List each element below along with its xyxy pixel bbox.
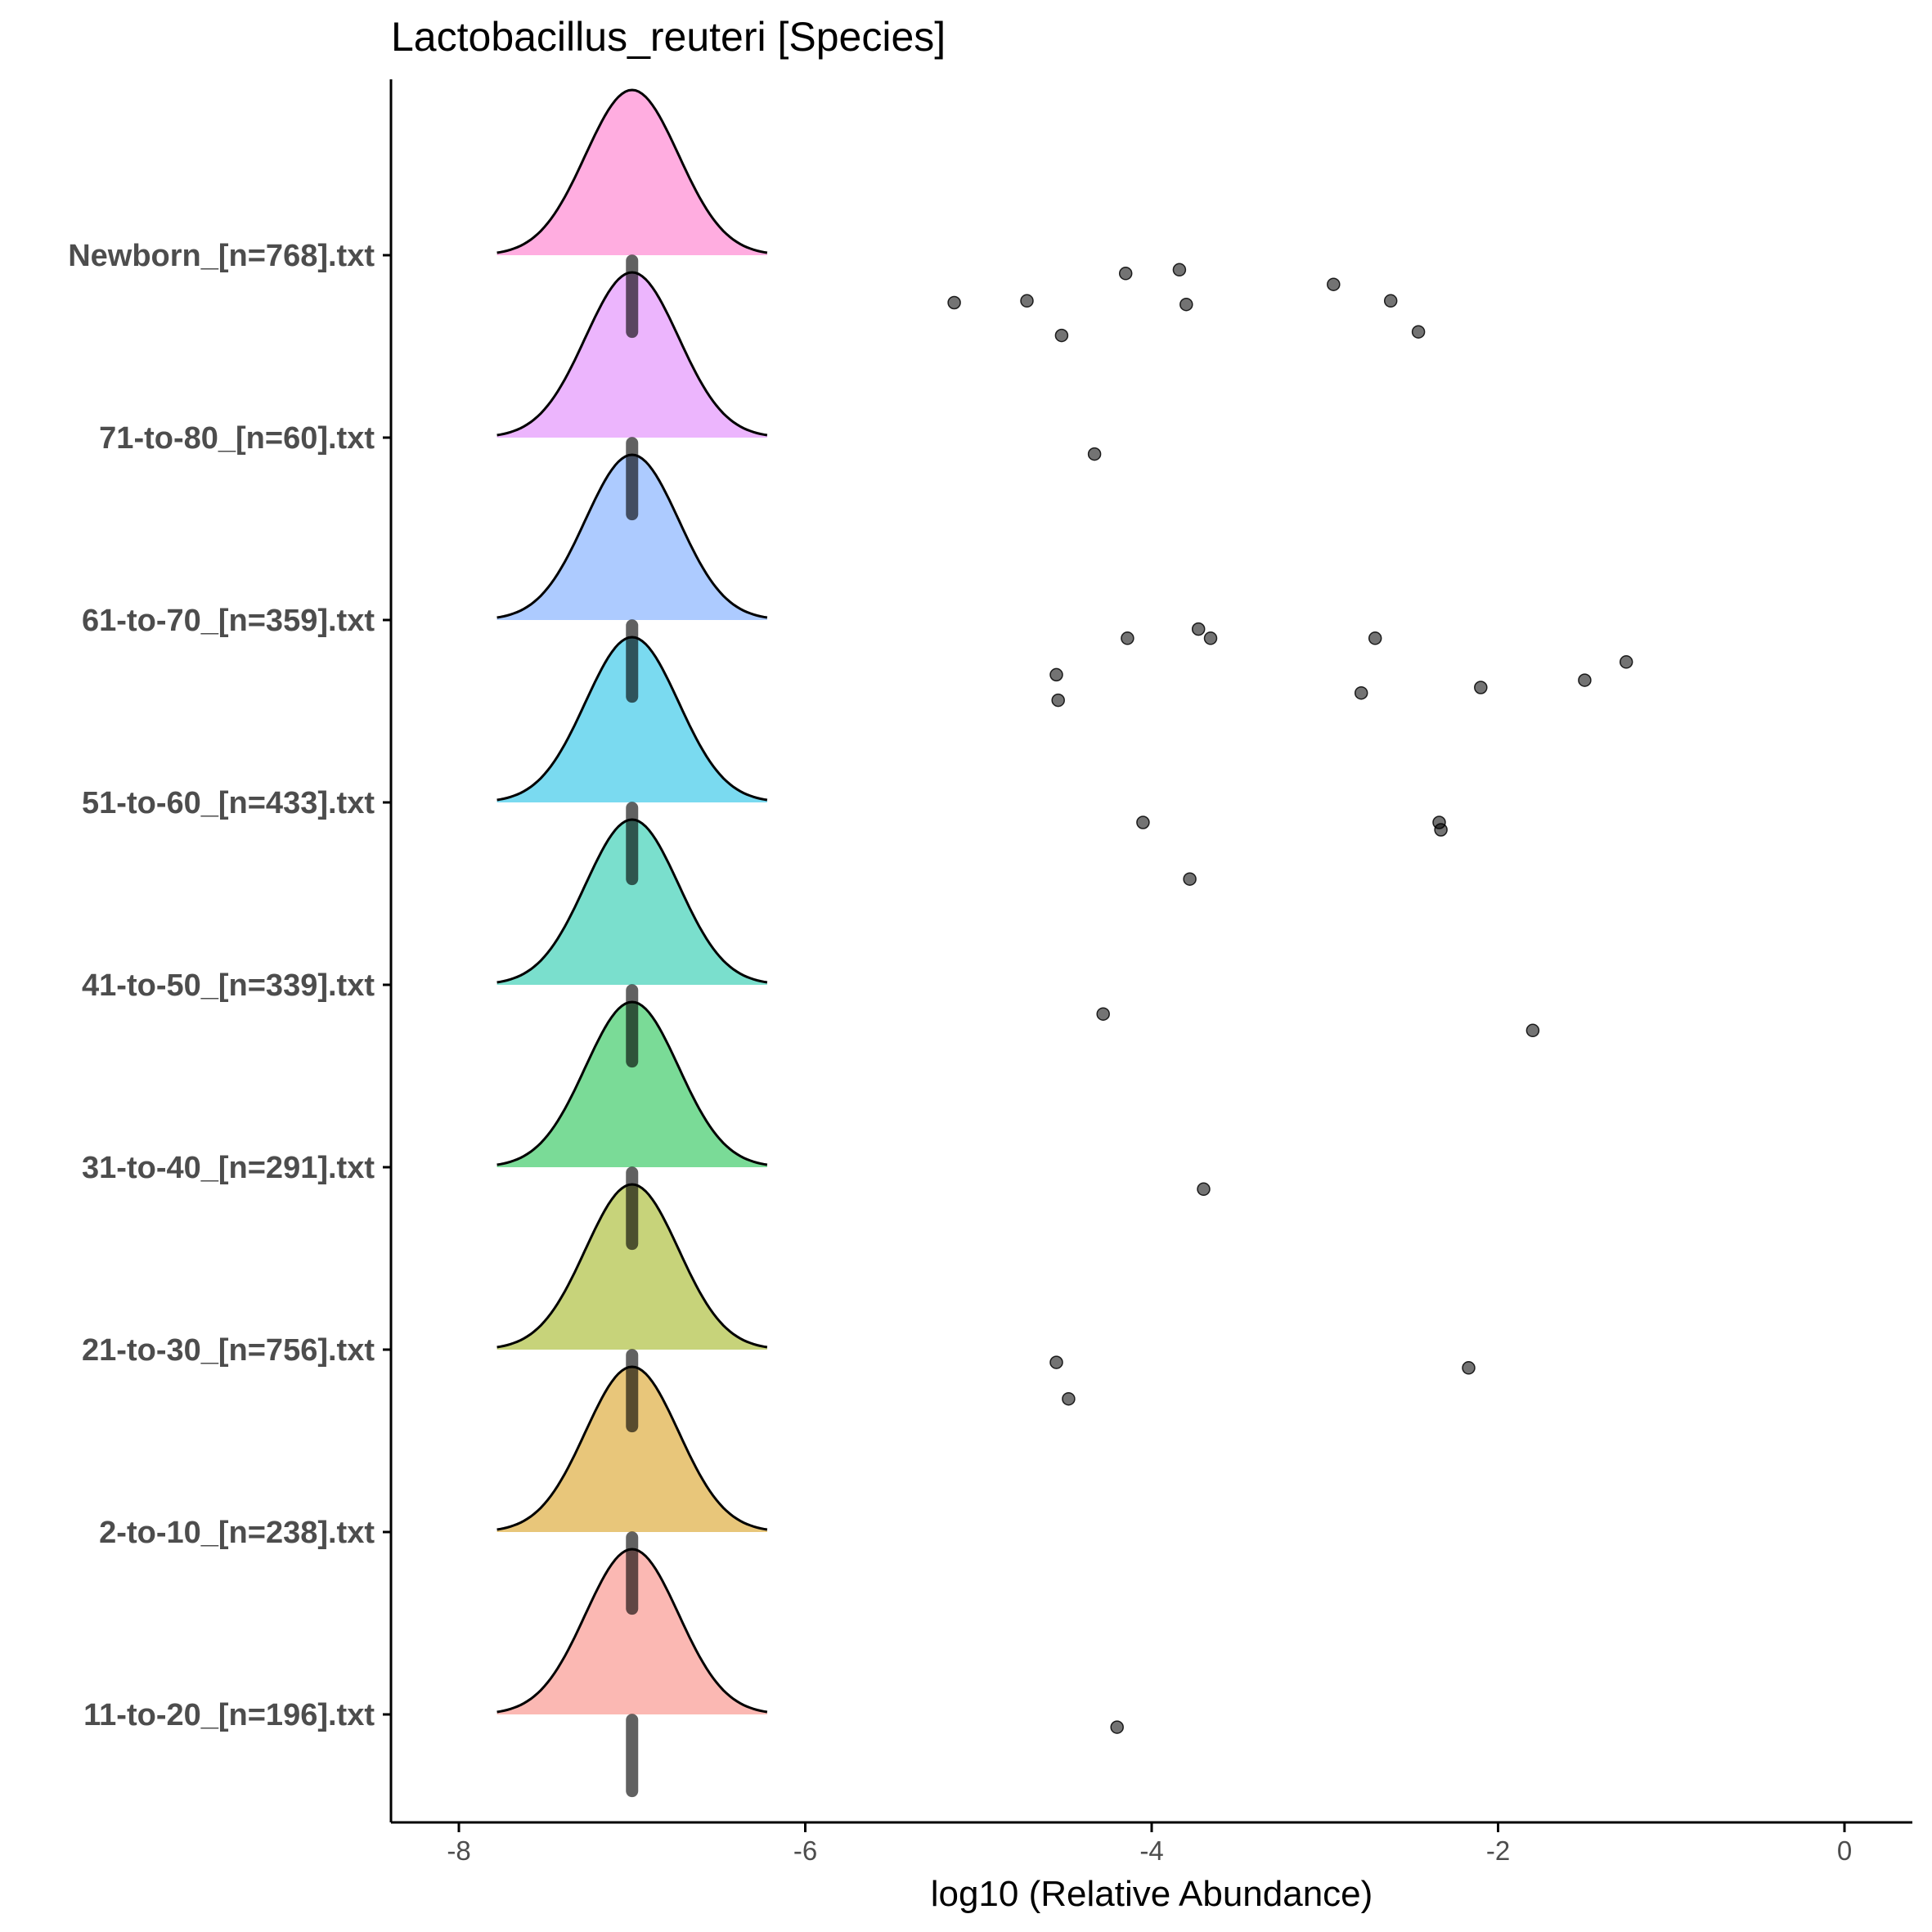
x-tick-label: -8 [447, 1835, 470, 1866]
x-tick-label: -6 [793, 1835, 817, 1866]
y-tick-label: 2-to-10_[n=238].txt [99, 1516, 375, 1550]
y-tick-label: 41-to-50_[n=339].txt [82, 968, 375, 1003]
outlier-point [1191, 622, 1206, 636]
ridge-fill [496, 90, 767, 255]
outlier-point [1020, 294, 1034, 308]
outlier-point [1118, 267, 1133, 281]
outlier-point [1383, 294, 1398, 308]
outlier-point [1062, 1391, 1076, 1406]
outlier-point [1434, 823, 1448, 837]
outlier-point [1051, 693, 1065, 708]
x-tick-label: -4 [1139, 1835, 1163, 1866]
y-axis: Newborn_[n=768].txt 71-to-80_[n=60].txt 61… [68, 79, 393, 1822]
outlier-point [1110, 1720, 1124, 1734]
outlier-point [1368, 631, 1382, 645]
y-tick-label: 21-to-30_[n=756].txt [82, 1333, 375, 1368]
outlier-point [1049, 1355, 1063, 1369]
outlier-point [1411, 325, 1426, 339]
ridge-fill [496, 1549, 767, 1714]
outlier-point [1354, 685, 1368, 700]
y-tick-label: 11-to-20_[n=196].txt [83, 1698, 375, 1732]
outlier-point [1474, 681, 1488, 694]
ridge-fill [496, 455, 767, 620]
ridge-fill [496, 1184, 767, 1350]
ridge-fill [496, 637, 767, 802]
outlier-points-layer [626, 254, 1633, 1798]
ridge-fill [496, 820, 767, 985]
outlier-point [1096, 1007, 1110, 1021]
y-tick-label: 31-to-40_[n=291].txt [82, 1151, 375, 1185]
y-tick-label: 61-to-70_[n=359].txt [82, 604, 375, 638]
ridge-group [496, 88, 768, 255]
outlier-point [1049, 667, 1063, 682]
outlier-point [1619, 655, 1633, 669]
x-tick-label: 0 [1837, 1835, 1852, 1866]
x-tick-label: -2 [1486, 1835, 1510, 1866]
y-tick-label: 71-to-80_[n=60].txt [99, 421, 375, 456]
ridges-layer [496, 88, 768, 1714]
outlier-point [1183, 872, 1197, 886]
outlier-point [1179, 297, 1193, 312]
y-tick-label: 51-to-60_[n=433].txt [82, 786, 375, 820]
outlier-point [1525, 1023, 1540, 1038]
outlier-point [1136, 815, 1150, 829]
outlier-point [1327, 277, 1341, 291]
chart-title: Lactobacillus_reuteri [Species] [391, 14, 946, 60]
outlier-point [1462, 1361, 1476, 1375]
ridge-fill [496, 1002, 767, 1167]
x-axis-label: log10 (Relative Abundance) [931, 1874, 1373, 1914]
outlier-point [1054, 328, 1069, 343]
outlier-point [1197, 1182, 1211, 1197]
outlier-point [1172, 263, 1187, 277]
ridge-fill [496, 1367, 767, 1532]
y-tick-label: Newborn_[n=768].txt [68, 239, 375, 273]
outlier-point [1121, 631, 1134, 645]
outlier-point [947, 295, 961, 310]
ridge-outline [496, 88, 768, 254]
outlier-point [1087, 447, 1102, 461]
outlier-point [1203, 631, 1218, 645]
x-axis: -8 -6 -4 -2 0 [391, 1821, 1912, 1866]
outlier-point [1578, 673, 1592, 687]
ridge-fill [496, 272, 767, 438]
